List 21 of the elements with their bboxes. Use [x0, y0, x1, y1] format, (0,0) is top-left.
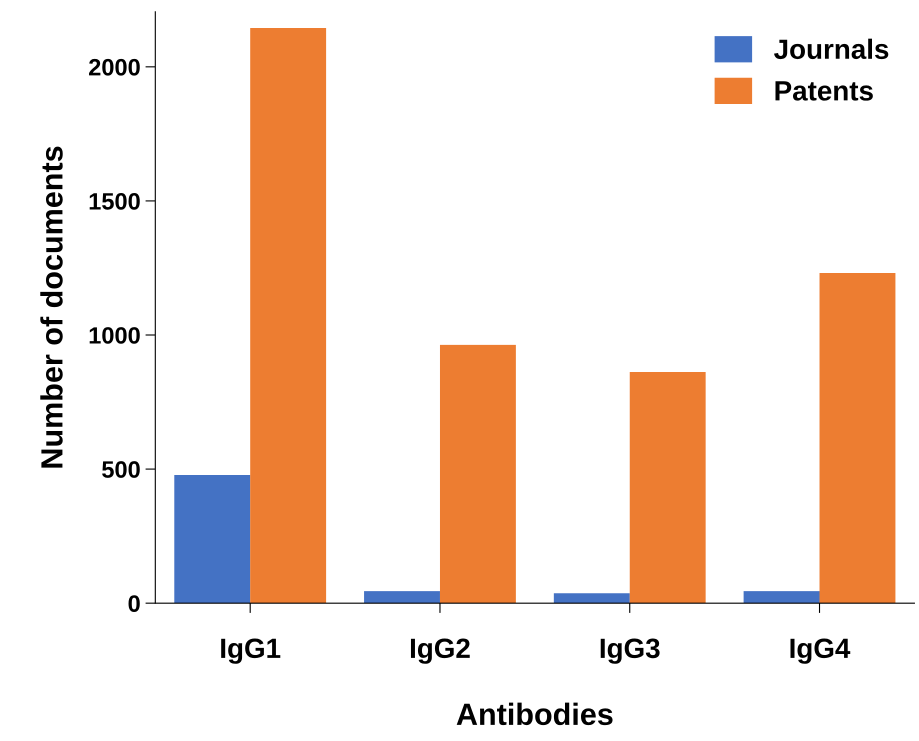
bar [554, 593, 630, 604]
bar [174, 474, 250, 604]
x-tick-label: IgG1 [221, 638, 280, 664]
y-tick-label: 1500 [90, 192, 140, 210]
x-tick-label: IgG4 [790, 638, 850, 664]
x-axis-title: Antibodies [456, 702, 613, 726]
y-tick-label: 500 [102, 461, 140, 478]
legend-label: Patents [775, 81, 873, 101]
y-tick-label: 2000 [89, 58, 140, 76]
y-tick-label: 1000 [90, 327, 140, 344]
bar [630, 372, 706, 604]
bar [820, 273, 896, 604]
x-tick-label: IgG2 [410, 638, 470, 664]
x-tick-label: IgG3 [600, 638, 660, 664]
bar [364, 591, 440, 604]
bar [744, 591, 820, 604]
bar [440, 344, 516, 604]
bar [250, 28, 326, 604]
y-axis-title: Number of documents [40, 146, 63, 468]
legend-label: Journals [774, 38, 888, 60]
y-tick-label: 0 [128, 595, 140, 612]
